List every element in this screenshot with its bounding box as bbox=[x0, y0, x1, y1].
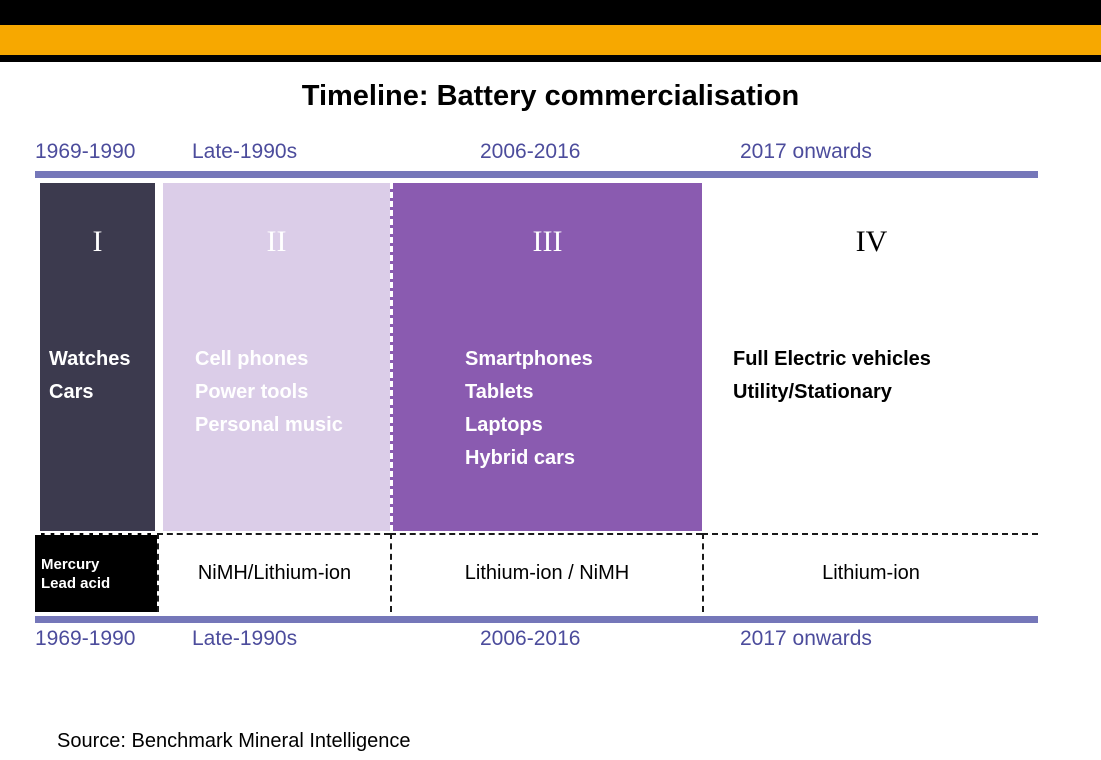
slide-title: Timeline: Battery commercialisation bbox=[301, 80, 800, 112]
phase-2-chemistry-cell: NiMH/Lithium-ion bbox=[157, 533, 390, 612]
phase-4-chemistry-cell: Lithium-ion bbox=[702, 533, 1038, 612]
phase-3-column: III Smartphones Tablets Laptops Hybrid c… bbox=[390, 183, 702, 531]
product-item: Power tools bbox=[195, 381, 309, 403]
period-label-bottom-2: Late-1990s bbox=[192, 627, 298, 650]
phase-2-numeral: II bbox=[266, 225, 287, 258]
chemistry-label: Lithium-ion bbox=[822, 562, 920, 584]
phase-1-column: I Watches Cars bbox=[40, 183, 155, 531]
slide-content: Timeline: Battery commercialisation 1969… bbox=[0, 62, 1101, 760]
timeline-bar-bottom bbox=[35, 616, 1038, 623]
phase-1-products: Watches Cars bbox=[40, 343, 155, 409]
chemistry-label: Lead acid bbox=[41, 574, 111, 592]
chemistry-label: Mercury bbox=[41, 555, 100, 573]
period-labels-bottom: 1969-1990 Late-1990s 2006-2016 2017 onwa… bbox=[0, 627, 1101, 655]
source-note: Source: Benchmark Mineral Intelligence bbox=[57, 730, 411, 752]
phase-3-products: Smartphones Tablets Laptops Hybrid cars bbox=[393, 343, 702, 475]
product-item: Hybrid cars bbox=[465, 447, 576, 469]
phase-4-numeral: IV bbox=[855, 225, 888, 258]
phase-4-products: Full Electric vehicles Utility/Stationar… bbox=[705, 343, 1038, 409]
phase-3-numeral: III bbox=[532, 225, 563, 258]
period-labels-top: 1969-1990 Late-1990s 2006-2016 2017 onwa… bbox=[0, 140, 1101, 168]
product-item: Smartphones bbox=[465, 348, 593, 370]
product-item: Full Electric vehicles bbox=[733, 348, 931, 370]
product-item: Tablets bbox=[465, 381, 534, 403]
period-label-top-1: 1969-1990 bbox=[35, 140, 136, 163]
product-item: Watches bbox=[49, 348, 131, 370]
period-label-bottom-3: 2006-2016 bbox=[480, 627, 581, 650]
period-label-top-4: 2017 onwards bbox=[740, 140, 872, 163]
product-item: Laptops bbox=[465, 414, 543, 436]
phase-2-column: II Cell phones Power tools Personal musi… bbox=[163, 183, 390, 531]
product-item: Cars bbox=[49, 381, 94, 403]
phase-4-column: IV Full Electric vehicles Utility/Statio… bbox=[705, 183, 1038, 531]
period-label-bottom-4: 2017 onwards bbox=[740, 627, 872, 650]
phase-1-chemistry-cell: Mercury Lead acid bbox=[35, 533, 157, 612]
accent-bar bbox=[0, 25, 1101, 55]
phase-1-numeral: I bbox=[92, 225, 103, 258]
chemistry-label: Lithium-ion / NiMH bbox=[464, 562, 630, 584]
product-item: Utility/Stationary bbox=[733, 381, 892, 403]
product-item: Cell phones bbox=[195, 348, 309, 370]
period-label-bottom-1: 1969-1990 bbox=[35, 627, 136, 650]
period-label-top-3: 2006-2016 bbox=[480, 140, 581, 163]
chemistry-label: NiMH/Lithium-ion bbox=[197, 562, 352, 584]
phase-2-products: Cell phones Power tools Personal music bbox=[163, 343, 390, 442]
timeline-bar-top bbox=[35, 171, 1038, 178]
phase-3-chemistry-cell: Lithium-ion / NiMH bbox=[390, 533, 702, 612]
product-item: Personal music bbox=[195, 414, 343, 436]
period-label-top-2: Late-1990s bbox=[192, 140, 298, 163]
